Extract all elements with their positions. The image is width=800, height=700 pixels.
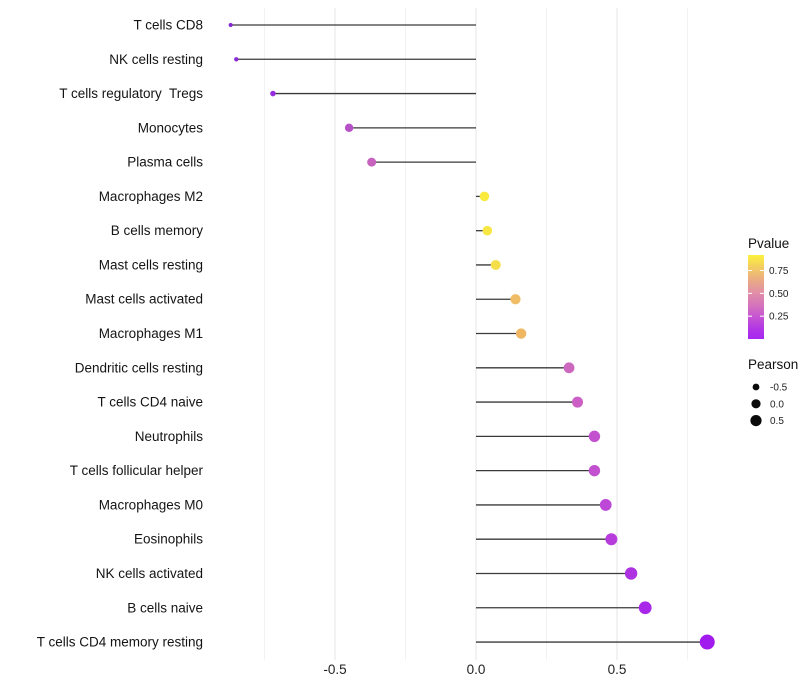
data-point: [588, 430, 601, 443]
y-axis-label: B cells memory: [111, 223, 204, 238]
y-axis-label: T cells follicular helper: [70, 463, 204, 478]
data-point: [482, 225, 493, 236]
pvalue-colorbar-ticks: [748, 270, 764, 317]
x-tick-label-05: 0.5: [608, 662, 627, 677]
y-axis-label: T cells CD4 naive: [97, 395, 203, 410]
x-tick-label-0: 0.0: [467, 662, 486, 677]
y-axis-label: Eosinophils: [134, 532, 203, 547]
data-point: [234, 57, 239, 62]
data-point: [605, 533, 618, 546]
y-axis-label: Dendritic cells resting: [75, 360, 203, 375]
y-axis-label: NK cells resting: [109, 52, 203, 67]
y-axis-label: Neutrophils: [135, 429, 204, 444]
legend: Pvalue 0.75 0.50 0.25 Pearson -0.5 0.0 0.5: [748, 236, 798, 427]
pearson-legend-dot: [750, 415, 762, 427]
colorbar-tick-label: 0.25: [769, 312, 789, 323]
x-tick-label-neg05: -0.5: [323, 662, 346, 677]
y-axis-label: NK cells activated: [96, 566, 203, 581]
pearson-legend-label: -0.5: [770, 383, 788, 394]
pearson-legend-dot: [752, 383, 760, 391]
data-point: [699, 634, 715, 650]
pearson-legend-title: Pearson: [748, 357, 798, 372]
x-axis: -0.5 0.0 0.5: [323, 662, 626, 677]
y-axis-label: Macrophages M2: [99, 189, 203, 204]
data-point: [588, 464, 601, 477]
pvalue-legend-title: Pvalue: [748, 236, 789, 251]
data-point: [510, 294, 521, 305]
data-point: [479, 191, 490, 202]
pearson-legend-label: 0.5: [770, 416, 784, 427]
data-point: [563, 362, 575, 374]
y-axis-label: Macrophages M0: [99, 497, 203, 512]
colorbar-tick-label: 0.50: [769, 289, 789, 300]
y-axis-label: Mast cells resting: [99, 257, 203, 272]
pearson-legend-dot: [751, 399, 761, 409]
data-point: [228, 23, 233, 27]
gridlines: [264, 8, 688, 660]
data-point: [367, 157, 377, 167]
data-point: [638, 601, 652, 615]
y-axis-label: T cells CD4 memory resting: [37, 635, 203, 650]
data-point: [515, 328, 527, 339]
y-axis-label: Macrophages M1: [99, 326, 203, 341]
data-point: [490, 259, 501, 270]
y-axis-label: Mast cells activated: [85, 292, 203, 307]
data-point: [599, 499, 612, 511]
pearson-legend-label: 0.0: [770, 399, 784, 410]
data-point: [572, 396, 584, 408]
colorbar-tick-label: 0.75: [769, 266, 789, 277]
pvalue-colorbar: [748, 255, 764, 339]
pearson-size-legend: -0.5 0.0 0.5: [750, 383, 788, 427]
y-axis-label: Monocytes: [138, 120, 204, 135]
y-axis-label: B cells naive: [127, 600, 203, 615]
pvalue-colorbar-labels: 0.75 0.50 0.25: [769, 266, 789, 323]
chart-rows: T cells CD8 NK cells resting T cells regul…: [37, 18, 715, 650]
y-axis-label: T cells regulatory Tregs: [59, 86, 203, 101]
y-axis-label: Plasma cells: [127, 155, 203, 170]
data-point: [624, 567, 638, 580]
data-point: [344, 123, 354, 133]
data-point: [270, 90, 276, 97]
y-axis-label: T cells CD8: [133, 18, 203, 33]
